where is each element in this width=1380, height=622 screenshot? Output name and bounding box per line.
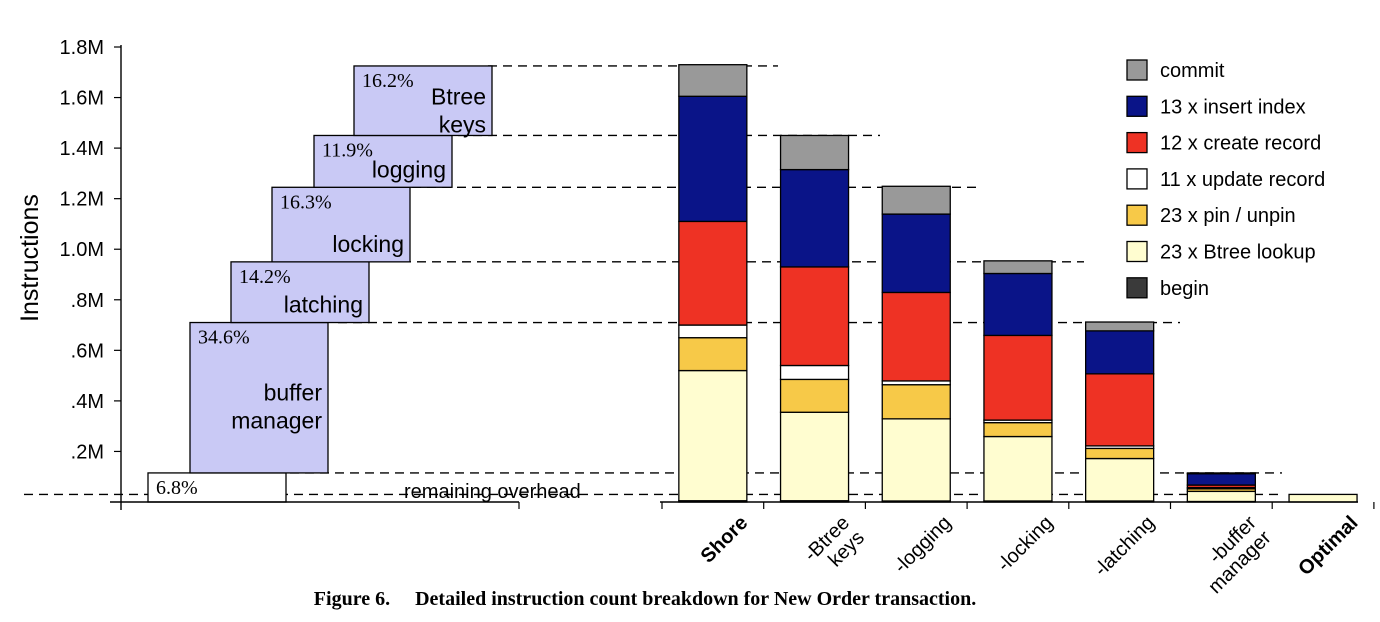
y-tick-label: .8M	[71, 290, 104, 312]
bar-segment	[779, 411, 850, 502]
bar-segment	[1186, 473, 1256, 486]
figure-caption-text: Detailed instruction count breakdown for…	[415, 588, 977, 610]
waterfall-box	[147, 472, 287, 503]
waterfall-percent: 16.2%	[362, 70, 414, 92]
x-tick-label: Shore	[697, 512, 753, 568]
legend-swatch	[1126, 240, 1148, 263]
legend-label: 23 x pin / unpin	[1160, 205, 1296, 227]
x-tick-label-line: -latching	[1090, 512, 1159, 581]
waterfall-percent: 14.2%	[239, 266, 291, 288]
x-tick-label-line: -locking	[993, 512, 1057, 576]
bar-segment	[678, 324, 748, 339]
y-tick-label: 1.4M	[60, 138, 104, 160]
bar-segment	[983, 272, 1053, 337]
bar-segment	[1186, 472, 1256, 475]
waterfall-label: logging	[372, 156, 446, 182]
x-tick-label: -latching	[1090, 512, 1159, 581]
waterfall-label: buffer	[264, 380, 323, 406]
legend-swatch	[1126, 168, 1148, 190]
legend-label: 13 x insert index	[1160, 96, 1306, 118]
bar-segment	[779, 168, 850, 268]
legend-swatch	[1126, 131, 1148, 154]
waterfall-box	[271, 186, 411, 263]
y-tick-label: 1.6M	[60, 88, 104, 110]
waterfall-label: locking	[332, 231, 404, 257]
x-tick-label: -logging	[890, 512, 956, 578]
bar-segment	[1085, 330, 1155, 375]
x-tick-label-line: -logging	[890, 512, 956, 578]
bar-segment	[1085, 447, 1155, 460]
waterfall-label: latching	[284, 292, 363, 318]
waterfall-percent: 16.3%	[280, 191, 332, 213]
x-tick-label-line: Optimal	[1294, 512, 1362, 580]
bar-segment	[779, 378, 850, 413]
bar-segment	[678, 64, 748, 97]
x-tick-label: Optimal	[1294, 512, 1362, 580]
legend-swatch	[1126, 95, 1148, 117]
legend-label: commit	[1160, 60, 1225, 82]
bar-segment	[881, 418, 951, 502]
waterfall-label: manager	[231, 408, 322, 434]
waterfall-percent: 11.9%	[322, 139, 373, 161]
bar-segment	[1085, 373, 1155, 447]
bar-segment	[1085, 321, 1155, 332]
bar-segment	[983, 334, 1053, 421]
y-tick-label: 1.8M	[60, 37, 104, 59]
figure-number: Figure 6.	[313, 588, 391, 610]
figure-caption: Figure 6. Detailed instruction count bre…	[0, 588, 1290, 611]
bar-segment	[678, 95, 748, 223]
waterfall-label: remaining overhead	[404, 481, 581, 503]
legend-label: 11 x update record	[1160, 169, 1325, 191]
bar-segment	[779, 266, 850, 367]
y-tick-label: .2M	[71, 441, 104, 463]
bar-segment	[1186, 490, 1256, 503]
stacked-bars	[678, 64, 1358, 503]
waterfall-breakdown: 6.8% remaining overhead 34.6% buffermanager…	[147, 65, 581, 503]
bar-segment	[678, 220, 748, 326]
bar-segment	[881, 213, 951, 294]
legend-label: 12 x create record	[1160, 133, 1321, 155]
bar-segment	[779, 134, 850, 171]
bar-segment	[881, 185, 951, 215]
y-tick-label: .6M	[71, 340, 104, 362]
waterfall-box	[353, 65, 493, 137]
legend-swatch	[1126, 204, 1148, 226]
waterfall-label: keys	[439, 111, 486, 137]
waterfall-box	[189, 321, 329, 474]
bar-segment	[881, 384, 951, 420]
waterfall-label: Btree	[431, 83, 486, 109]
y-tick-label: .4M	[71, 391, 104, 413]
legend-label: begin	[1160, 278, 1209, 300]
x-tick-label: -buffermanager	[1189, 512, 1275, 598]
y-tick-label: 1.0M	[60, 239, 104, 261]
bar-segment	[678, 337, 748, 372]
bar-segment	[779, 364, 850, 381]
legend: commit 13 x insert index 12 x create recor…	[1126, 59, 1325, 300]
legend-swatch	[1126, 59, 1148, 81]
legend-label: 23 x Btree lookup	[1160, 242, 1316, 264]
waterfall-box	[313, 134, 453, 188]
legend-swatch	[1126, 277, 1148, 299]
bar-segment	[983, 260, 1053, 275]
bar-segment	[983, 421, 1053, 438]
bar-segment	[1288, 493, 1358, 503]
bar-segment	[983, 435, 1053, 502]
waterfall-box	[230, 261, 370, 324]
bar-segment	[1085, 457, 1155, 502]
waterfall-percent: 6.8%	[156, 477, 198, 499]
x-tick-label-line: Shore	[697, 512, 753, 568]
x-tick-label: -locking	[993, 512, 1057, 576]
bar-segment	[678, 369, 748, 502]
y-tick-label: 1.2M	[60, 189, 104, 211]
waterfall-percent: 34.6%	[198, 327, 250, 349]
bar-segment	[881, 291, 951, 382]
y-axis-label: Instructions	[16, 194, 44, 322]
x-tick-label: -Btreekeys	[800, 512, 869, 581]
